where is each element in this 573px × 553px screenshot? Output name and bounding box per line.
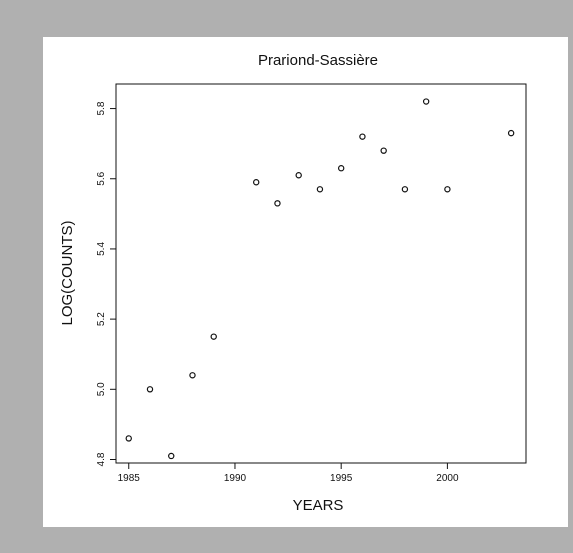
figure-panel — [43, 37, 568, 527]
data-point — [359, 133, 366, 140]
data-point — [189, 372, 196, 379]
x-tick-label: 2000 — [436, 473, 459, 484]
data-point — [274, 200, 281, 207]
y-axis-label: LOG(COUNTS) — [59, 220, 76, 325]
chart-title: Prariond-Sassière — [258, 52, 378, 69]
data-point — [316, 186, 324, 193]
x-axis: 1985 1990 1995 2000 — [118, 463, 459, 484]
plot-frame — [115, 83, 527, 464]
y-tick-label: 5.8 — [96, 101, 107, 115]
data-point — [146, 386, 154, 393]
data-point — [380, 147, 387, 154]
y-tick-label: 4.8 — [96, 452, 107, 466]
y-tick-label: 5.2 — [96, 312, 107, 326]
data-point — [210, 333, 217, 340]
x-tick-label: 1990 — [224, 473, 247, 484]
data-point — [125, 435, 132, 442]
data-points — [125, 98, 515, 460]
x-axis-label: YEARS — [293, 497, 344, 514]
data-point — [253, 179, 260, 186]
data-point — [444, 186, 451, 193]
y-axis: 4.8 5.0 5.2 5.4 5.6 5.8 — [96, 101, 116, 466]
data-point — [295, 172, 302, 179]
y-tick-label: 5.0 — [96, 382, 107, 396]
data-point — [507, 129, 515, 137]
y-tick-label: 5.4 — [96, 242, 107, 256]
x-tick-label: 1995 — [330, 473, 353, 484]
data-point — [337, 165, 345, 172]
x-tick-label: 1985 — [118, 473, 141, 484]
data-point — [168, 452, 175, 460]
data-point — [422, 98, 430, 105]
data-point — [401, 186, 409, 193]
y-tick-label: 5.6 — [96, 171, 107, 185]
